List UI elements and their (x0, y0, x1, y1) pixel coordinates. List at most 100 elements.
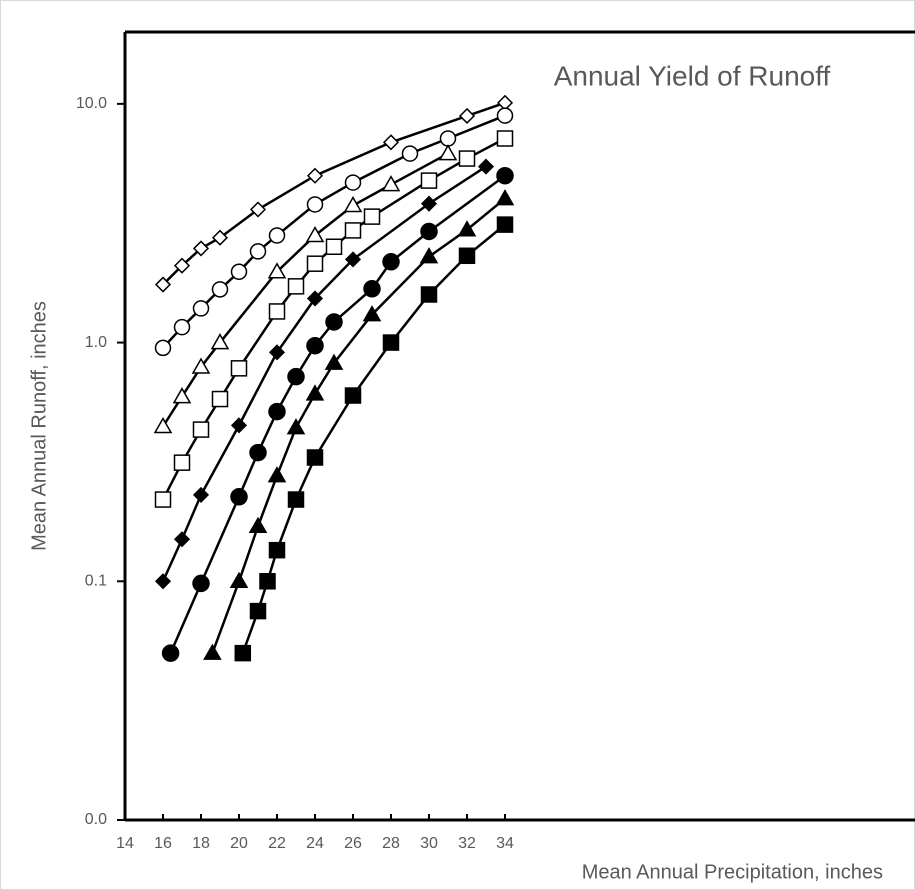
marker (211, 229, 229, 246)
marker (495, 189, 515, 206)
marker (420, 172, 438, 189)
marker (344, 174, 362, 191)
plot-area (153, 94, 515, 662)
x-tick-label: 30 (420, 835, 438, 852)
marker (419, 247, 439, 264)
marker (457, 220, 477, 237)
x-tick-label: 22 (268, 835, 286, 852)
marker (230, 263, 248, 281)
marker (153, 417, 173, 434)
marker (286, 418, 306, 435)
marker (306, 255, 324, 272)
marker (325, 313, 343, 331)
marker (382, 253, 400, 271)
marker (306, 336, 324, 355)
marker (458, 150, 476, 167)
x-tick-label: 24 (306, 835, 324, 852)
marker (267, 262, 287, 279)
marker (439, 130, 457, 147)
marker (191, 357, 211, 374)
marker (249, 443, 267, 462)
marker (420, 286, 438, 303)
marker (203, 643, 222, 660)
marker (249, 602, 267, 620)
chart-title: Annual Yield of Runoff (554, 60, 831, 91)
marker (192, 421, 210, 438)
x-tick-label: 16 (154, 835, 172, 852)
marker (344, 387, 362, 404)
marker (154, 491, 172, 508)
marker (458, 107, 476, 125)
marker (268, 227, 286, 244)
marker (249, 243, 267, 260)
marker (496, 130, 514, 147)
marker (172, 387, 192, 404)
marker (229, 571, 249, 589)
marker (344, 251, 362, 268)
y-tick-label: 0.1 (85, 573, 107, 590)
marker (344, 222, 362, 239)
marker (248, 516, 268, 534)
x-axis-title: Mean Annual Precipitation, inches (582, 861, 883, 883)
marker (438, 144, 458, 161)
marker (173, 318, 191, 336)
marker (363, 208, 381, 225)
marker (234, 644, 252, 662)
marker (496, 107, 514, 124)
marker (154, 573, 172, 590)
marker (382, 134, 400, 151)
marker (211, 281, 229, 298)
marker (287, 367, 305, 386)
x-tick-label: 34 (496, 835, 514, 852)
marker (363, 280, 381, 298)
marker (343, 196, 363, 213)
marker (230, 417, 248, 434)
marker (259, 573, 276, 590)
marker (287, 491, 305, 508)
marker (382, 334, 400, 351)
marker (230, 488, 248, 506)
marker (192, 240, 210, 257)
marker (401, 145, 419, 162)
y-axis-title: Mean Annual Runoff, inches (28, 301, 50, 551)
marker (192, 574, 210, 593)
marker (381, 175, 401, 192)
x-tick-label: 32 (458, 835, 476, 852)
marker (268, 541, 286, 559)
marker (161, 644, 180, 662)
y-tick-label: 10.0 (76, 95, 107, 112)
marker (287, 278, 305, 295)
marker (477, 158, 495, 175)
x-tick-label: 18 (192, 835, 210, 852)
marker (267, 466, 287, 483)
marker (249, 201, 267, 218)
x-tick-label: 28 (382, 835, 400, 852)
marker (173, 454, 191, 471)
y-tick-label: 0.0 (85, 811, 107, 828)
marker (211, 390, 229, 408)
marker (496, 166, 514, 185)
marker (230, 360, 248, 377)
x-tick-label: 14 (116, 835, 134, 852)
marker (420, 222, 438, 241)
marker (306, 290, 324, 307)
marker (496, 216, 514, 233)
marker (268, 344, 286, 361)
marker (305, 384, 325, 401)
marker (324, 353, 344, 370)
marker (154, 339, 172, 357)
x-tick-label: 26 (344, 835, 362, 852)
marker (154, 276, 172, 293)
marker (210, 333, 230, 350)
marker (306, 196, 324, 213)
marker (173, 257, 191, 274)
marker (306, 167, 324, 184)
marker (268, 303, 286, 320)
marker (268, 402, 286, 421)
marker (420, 195, 438, 212)
marker (458, 247, 476, 265)
marker (173, 531, 191, 548)
